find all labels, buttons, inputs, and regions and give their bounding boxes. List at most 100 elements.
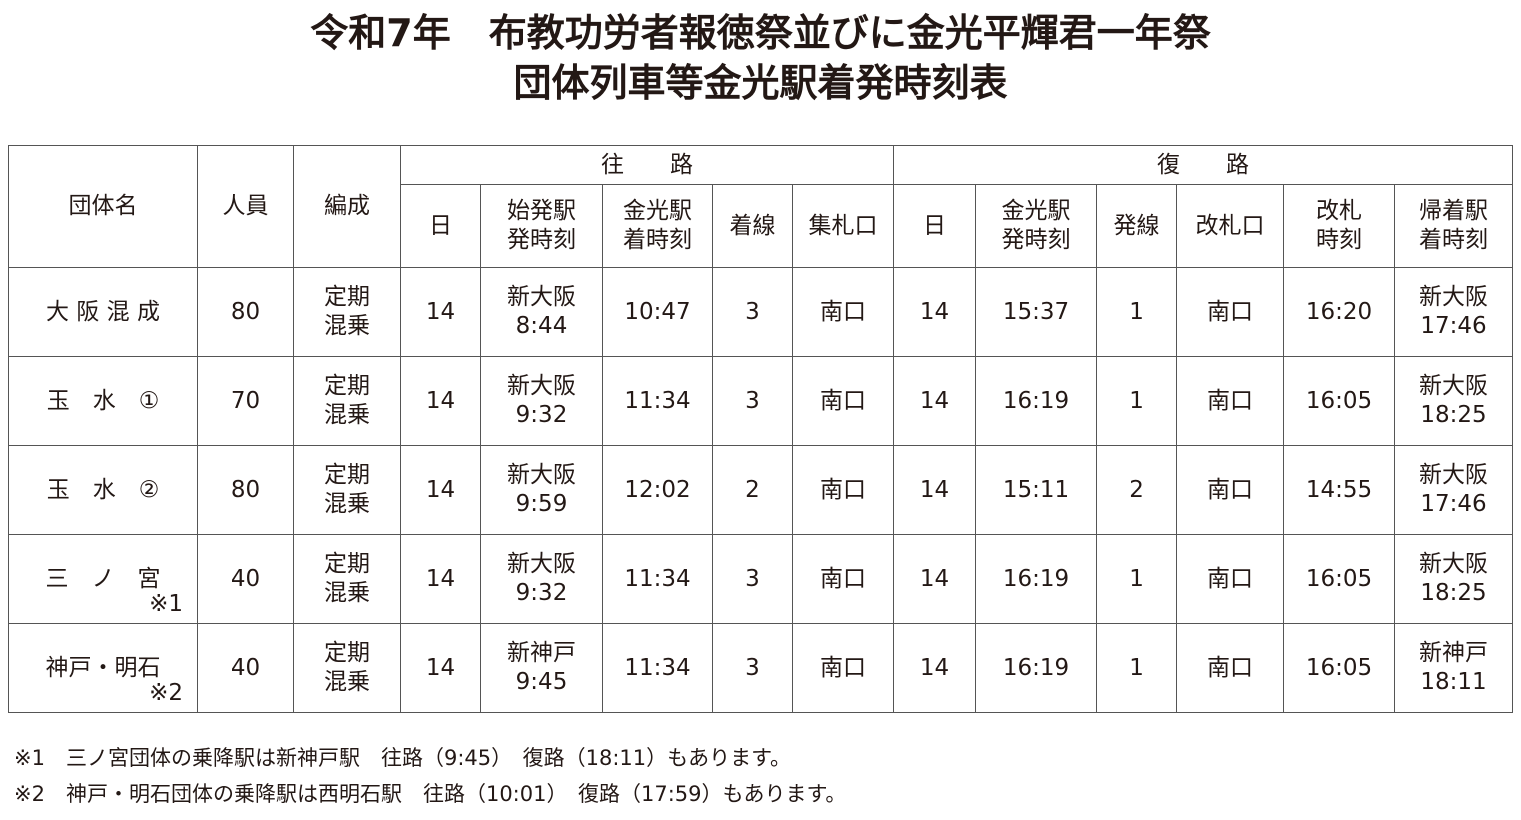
cell-line: 新大阪 — [1419, 284, 1489, 310]
footnote-1: ※1 三ノ宮団体の乗降駅は新神戸駅 往路（9:45） 復路（18:11）もありま… — [14, 746, 792, 770]
cell-line: 9:59 — [515, 491, 568, 517]
cell-line: 金光駅 — [623, 198, 692, 224]
cell-line: 定期 — [324, 462, 370, 488]
cell-people: 40 — [197, 623, 294, 713]
cell-ret-ticket: 16:20 — [1283, 267, 1396, 357]
cell-out-arr: 10:47 — [602, 267, 713, 357]
cell-out-arr: 11:34 — [602, 623, 713, 713]
cell-people: 40 — [197, 534, 294, 624]
cell-line: 混乗 — [324, 669, 370, 695]
footnotes: ※1 三ノ宮団体の乗降駅は新神戸駅 往路（9:45） 復路（18:11）もありま… — [14, 740, 846, 812]
cell-formation: 定期 混乗 — [293, 356, 401, 446]
header-outbound-col: 着線 — [712, 184, 793, 268]
cell-out-gate: 南口 — [791, 267, 895, 357]
timetable: 団体名 人員 編成 往 路 復 路日始発駅 発時刻 金光駅 着時刻 着線 集札口日金光駅発… — [8, 145, 1514, 713]
cell-line: 新大阪 — [507, 462, 576, 488]
cell-ret-dep: 16:19 — [975, 534, 1098, 624]
cell-group-name: 神戸・明石 ※2 — [8, 623, 198, 713]
group-name: 玉 水 ① — [46, 387, 160, 414]
header-outbound: 往 路 — [399, 145, 895, 185]
cell-ret-gate: 南口 — [1176, 623, 1285, 713]
header-return-col: 日 — [893, 184, 977, 268]
cell-out-day: 14 — [400, 445, 481, 535]
cell-out-gate: 南口 — [791, 623, 895, 713]
cell-line: 着時刻 — [623, 227, 692, 253]
cell-line: 18:25 — [1420, 402, 1487, 428]
table-row: 玉 水 ① 70 定期 混乗 14 新大阪 9:32 11:34 3 南口 14 16:19 1 南口… — [8, 356, 1514, 446]
cell-line: 9:32 — [515, 402, 568, 428]
cell-line: 日 — [429, 212, 452, 239]
cell-line: 着線 — [729, 212, 776, 239]
cell-line: 新大阪 — [1419, 373, 1489, 399]
cell-ret-track: 1 — [1096, 534, 1178, 624]
cell-line: 定期 — [324, 640, 370, 666]
cell-line: 新神戸 — [507, 640, 576, 666]
cell-ret-arr: 新神戸 18:11 — [1394, 623, 1514, 713]
cell-line: 時刻 — [1316, 227, 1363, 253]
cell-formation: 定期 混乗 — [293, 267, 401, 357]
header-outbound-col: 始発駅 発時刻 — [480, 184, 603, 268]
cell-line: 発線 — [1113, 212, 1160, 239]
cell-ret-track: 1 — [1096, 267, 1178, 357]
cell-line: 改札口 — [1195, 212, 1265, 239]
cell-ret-track: 2 — [1096, 445, 1178, 535]
header-return: 復 路 — [893, 145, 1514, 185]
cell-out-dep: 新大阪 8:44 — [480, 267, 603, 357]
cell-line: 18:11 — [1420, 669, 1487, 695]
cell-out-track: 3 — [712, 356, 793, 446]
cell-out-day: 14 — [400, 267, 481, 357]
cell-line: 18:25 — [1420, 580, 1487, 606]
table-row: 玉 水 ② 80 定期 混乗 14 新大阪 9:59 12:02 2 南口 14 15:11 2 南口… — [8, 445, 1514, 535]
cell-line: 混乗 — [324, 580, 370, 606]
cell-ret-track: 1 — [1096, 356, 1178, 446]
title-line-1: 令和7年 布教功労者報徳祭並びに金光平輝君一年祭 — [310, 11, 1211, 55]
header-outbound-col: 日 — [400, 184, 481, 268]
group-name: 大 阪 混 成 — [46, 298, 160, 325]
group-name: 神戸・明石 — [45, 654, 161, 681]
cell-line: 混乗 — [324, 402, 370, 428]
cell-people: 80 — [197, 445, 294, 535]
cell-ret-day: 14 — [893, 267, 977, 357]
cell-ret-gate: 南口 — [1176, 267, 1285, 357]
group-name: 三 ノ 宮 — [45, 565, 161, 592]
cell-ret-arr: 新大阪 17:46 — [1394, 445, 1514, 535]
cell-out-gate: 南口 — [791, 356, 895, 446]
cell-ret-dep: 16:19 — [975, 356, 1098, 446]
cell-line: 着時刻 — [1419, 227, 1489, 253]
header-return-col: 発線 — [1096, 184, 1178, 268]
cell-out-arr: 12:02 — [602, 445, 713, 535]
cell-out-arr: 11:34 — [602, 356, 713, 446]
cell-out-arr: 11:34 — [602, 534, 713, 624]
cell-out-track: 2 — [712, 445, 793, 535]
cell-ret-ticket: 16:05 — [1283, 623, 1396, 713]
cell-ret-arr: 新大阪 17:46 — [1394, 267, 1514, 357]
cell-line: 定期 — [324, 284, 370, 310]
cell-line: 混乗 — [324, 491, 370, 517]
title-line-2: 団体列車等金光駅着発時刻表 — [513, 61, 1008, 105]
cell-line: 新大阪 — [1419, 462, 1489, 488]
cell-people: 70 — [197, 356, 294, 446]
cell-ret-dep: 15:11 — [975, 445, 1098, 535]
cell-line: 17:46 — [1420, 313, 1487, 339]
cell-ret-gate: 南口 — [1176, 356, 1285, 446]
cell-out-dep: 新大阪 9:59 — [480, 445, 603, 535]
cell-line: 新大阪 — [507, 284, 576, 310]
cell-line: 新神戸 — [1419, 640, 1489, 666]
cell-line: 改札 — [1316, 198, 1363, 224]
header-outbound-col: 集札口 — [791, 184, 895, 268]
cell-line: 始発駅 — [507, 198, 576, 224]
cell-line: 帰着駅 — [1419, 198, 1489, 224]
cell-ret-day: 14 — [893, 356, 977, 446]
cell-line: 8:44 — [515, 313, 568, 339]
cell-line: 新大阪 — [507, 551, 576, 577]
cell-line: 新大阪 — [507, 373, 576, 399]
cell-line: 集札口 — [808, 212, 878, 239]
header-return-col: 改札 時刻 — [1283, 184, 1396, 268]
cell-group-name: 玉 水 ② — [8, 445, 198, 535]
cell-ret-ticket: 16:05 — [1283, 534, 1396, 624]
table-row: 三 ノ 宮 ※1 40 定期 混乗 14 新大阪 9:32 11:34 3 南口 14 16:19 1… — [8, 534, 1514, 624]
cell-out-dep: 新大阪 9:32 — [480, 534, 603, 624]
cell-line: 9:45 — [515, 669, 568, 695]
header-return-col: 帰着駅 着時刻 — [1394, 184, 1514, 268]
cell-group-name: 玉 水 ① — [8, 356, 198, 446]
